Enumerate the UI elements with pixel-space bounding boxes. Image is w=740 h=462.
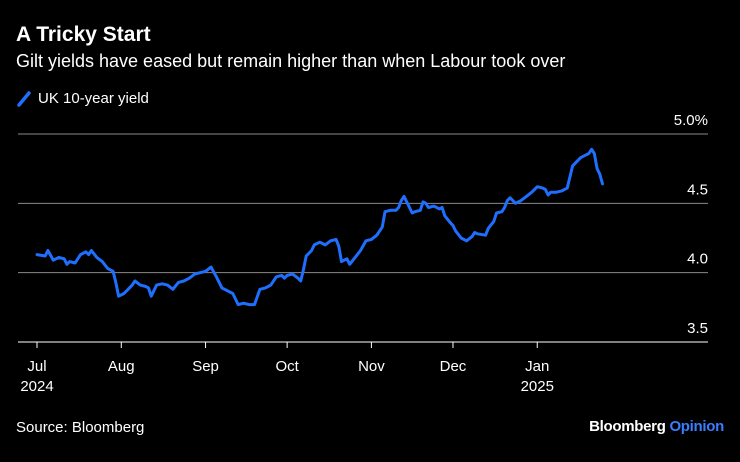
x-tick-label: Dec — [440, 358, 467, 375]
y-tick-label: 4.0 — [687, 251, 708, 268]
series-line-uk-10-year-yield — [35, 147, 604, 307]
brand-suffix: Opinion — [669, 418, 724, 435]
x-tick-label: Aug — [108, 358, 135, 375]
x-tick-label: Nov — [358, 358, 385, 375]
x-tick-year-label: 2025 — [521, 378, 554, 395]
x-tick-label: Oct — [275, 358, 299, 375]
brand-logo: Bloomberg Opinion — [589, 418, 724, 435]
source-note: Source: Bloomberg — [16, 419, 145, 436]
legend-label: UK 10-year yield — [38, 90, 149, 107]
y-tick-label: 4.5 — [687, 181, 708, 198]
chart-title: A Tricky Start — [16, 23, 151, 46]
x-tick-label: Sep — [192, 358, 219, 375]
legend-swatch-icon — [17, 90, 31, 107]
legend: UK 10-year yield — [16, 90, 149, 107]
x-tick-label: Jan — [525, 358, 549, 375]
y-tick-label: 5.0% — [674, 112, 708, 129]
x-tick-label: Jul — [27, 358, 46, 375]
brand-name: Bloomberg — [589, 418, 666, 435]
y-tick-label: 3.5 — [687, 320, 708, 337]
chart-subtitle: Gilt yields have eased but remain higher… — [16, 51, 566, 71]
x-tick-year-label: 2024 — [20, 378, 53, 395]
